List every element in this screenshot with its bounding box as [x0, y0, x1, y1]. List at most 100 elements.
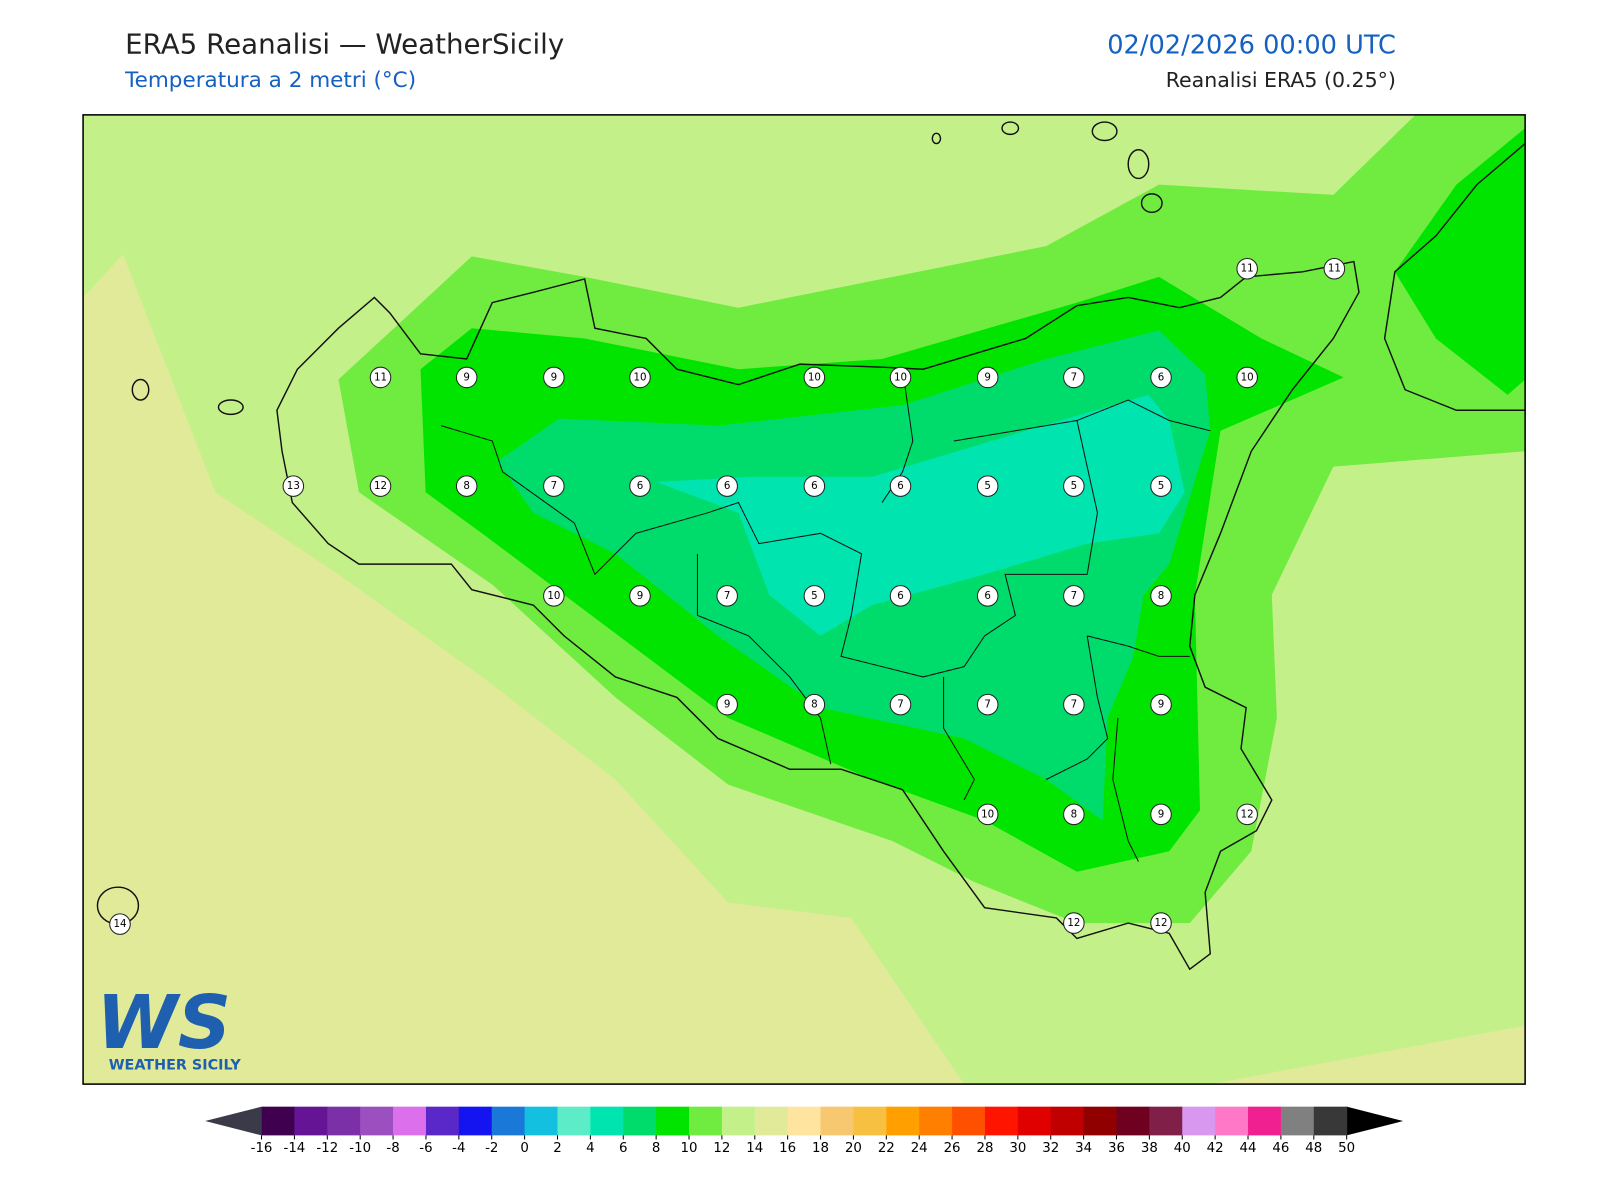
station-value: 9	[724, 699, 731, 711]
colorbar-box	[1116, 1106, 1150, 1136]
station-value: 8	[811, 699, 818, 711]
colorbar-tick-label: 22	[878, 1141, 895, 1156]
colorbar-box	[294, 1106, 328, 1136]
band	[1394, 128, 1526, 395]
station-marker	[629, 366, 651, 389]
station-value: 6	[897, 590, 904, 602]
station-value: 9	[1158, 808, 1165, 820]
colorbar-box	[721, 1106, 756, 1136]
station-value: 7	[1071, 699, 1078, 711]
colorbar-tick-label: 34	[1075, 1141, 1092, 1156]
station-value: 7	[551, 480, 558, 492]
station-marker	[369, 475, 392, 497]
station-value: 9	[984, 371, 991, 383]
station-value: 5	[1071, 480, 1078, 492]
station-value: 9	[463, 371, 470, 383]
colorbar-tick-label: 46	[1272, 1141, 1289, 1156]
station-marker	[803, 366, 826, 389]
station-marker	[455, 366, 478, 389]
colorbar-box	[1083, 1106, 1118, 1136]
station-marker	[1323, 257, 1346, 280]
colorbar-box	[1050, 1106, 1085, 1136]
colorbar-box	[1149, 1106, 1183, 1136]
station-marker	[543, 366, 565, 389]
station-marker	[543, 585, 565, 607]
colorbar-box	[886, 1106, 920, 1136]
station-marker	[803, 475, 826, 497]
station-marker	[1150, 366, 1172, 389]
colorbar-tick-label: 0	[520, 1141, 528, 1156]
colorbar-tick-label: -12	[316, 1141, 338, 1156]
station-marker	[889, 693, 912, 716]
station-value: 6	[897, 480, 904, 492]
colorbar-box	[952, 1106, 986, 1136]
station-value: 8	[463, 480, 470, 492]
station-marker	[455, 475, 478, 497]
station-value: 10	[633, 371, 646, 383]
colorbar-tick-label: -8	[386, 1141, 399, 1156]
colorbar-box	[754, 1106, 789, 1136]
colorbar-under	[205, 1106, 262, 1136]
colorbar-tick-label: -6	[419, 1141, 432, 1156]
colorbar-box	[393, 1106, 427, 1136]
colorbar-over	[1346, 1106, 1404, 1136]
station-marker	[803, 693, 826, 716]
logo: WS WEATHER SICILY	[96, 980, 241, 1074]
colorbar-tick-label: 8	[652, 1141, 660, 1156]
station-value: 8	[1158, 590, 1165, 602]
station-value: 12	[1067, 917, 1080, 929]
station-marker	[976, 693, 999, 716]
colorbar-tick-label: 36	[1108, 1141, 1125, 1156]
station-value: 10	[808, 371, 821, 383]
station-marker	[1236, 366, 1258, 389]
colorbar-box	[787, 1106, 822, 1136]
station-marker	[1063, 475, 1085, 497]
colorbar-tick-label: -14	[284, 1141, 306, 1156]
colorbar-tick-label: 4	[586, 1141, 594, 1156]
colorbar-box	[1313, 1106, 1348, 1136]
colorbar-tick-label: 10	[681, 1141, 698, 1156]
colorbar-box	[1215, 1106, 1249, 1136]
colorbar-box	[590, 1106, 624, 1136]
colorbar-tick-label: 48	[1305, 1141, 1322, 1156]
station-value: 6	[984, 590, 991, 602]
colorbar-tick-label: 16	[779, 1141, 796, 1156]
station-value: 11	[1328, 263, 1341, 275]
colorbar-tick-label: 2	[553, 1141, 561, 1156]
station-value: 5	[811, 590, 818, 602]
station-value: 6	[811, 480, 818, 492]
station-marker	[109, 913, 131, 935]
colorbar-tick-label: 32	[1042, 1141, 1059, 1156]
station-value: 7	[984, 699, 991, 711]
station-marker	[976, 803, 999, 826]
colorbar-box	[524, 1106, 558, 1136]
title: ERA5 Reanalisi — WeatherSicily	[125, 27, 564, 60]
colorbar-tick-label: -16	[251, 1141, 273, 1156]
station-value: 11	[374, 371, 387, 383]
station-value: 9	[637, 590, 644, 602]
colorbar-box	[327, 1106, 361, 1136]
station-marker	[1063, 803, 1085, 826]
station-value: 8	[1071, 808, 1078, 820]
colorbar-box	[491, 1106, 526, 1136]
station-marker	[629, 475, 651, 497]
map: 11 9 9 10 10 10 9 7 6 10 13 12 8 7 6 6 6 6 5 5 5 10 9 7 5 6 6 7 8 9 8 7…	[83, 114, 1526, 1085]
colorbar-box	[689, 1106, 723, 1136]
colorbar-box	[853, 1106, 887, 1136]
map-frame	[82, 114, 1526, 1085]
colorbar-tick-label: 40	[1174, 1141, 1191, 1156]
station-marker	[1063, 912, 1085, 934]
band	[656, 394, 1185, 636]
colorbar-tick-label: 38	[1141, 1141, 1158, 1156]
colorbar-box	[820, 1106, 854, 1136]
station-marker	[543, 475, 565, 497]
station-value: 12	[374, 480, 387, 492]
colorbar-box	[919, 1106, 953, 1136]
station-marker	[889, 585, 912, 607]
station-marker	[1063, 366, 1085, 389]
colorbar-tick-label: 18	[812, 1141, 829, 1156]
station-marker	[716, 585, 738, 607]
station-marker	[889, 475, 912, 497]
station-value: 7	[1071, 590, 1078, 602]
